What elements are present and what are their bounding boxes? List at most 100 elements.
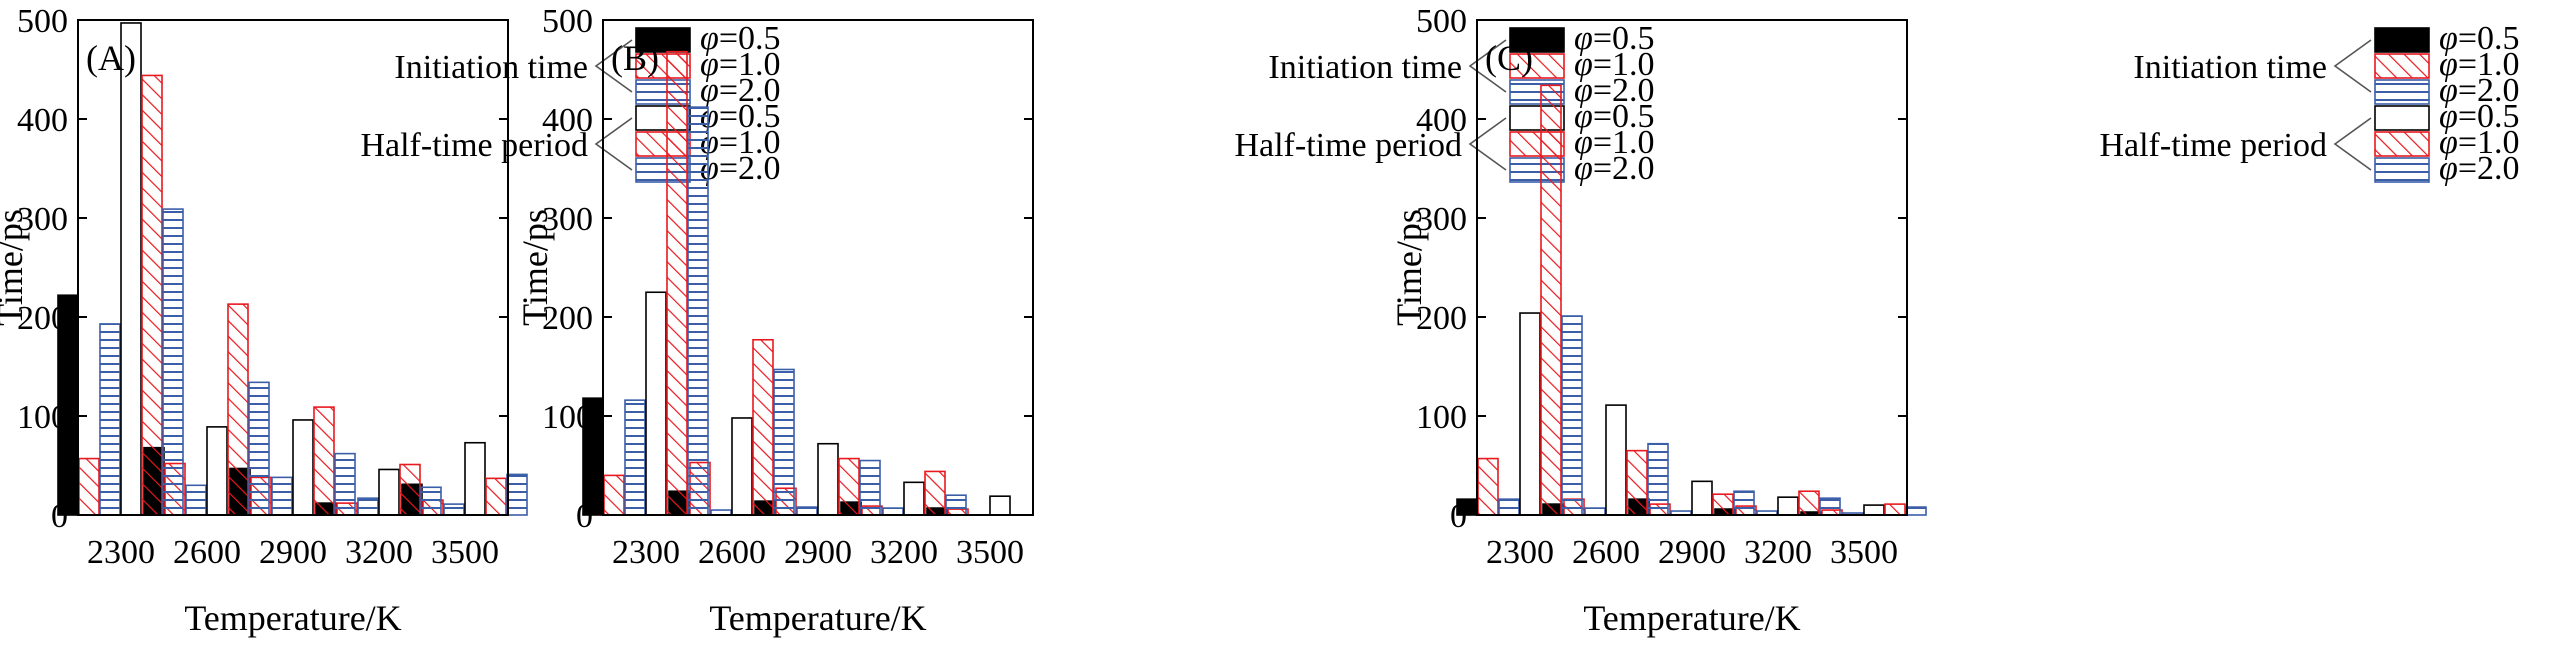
y-tick-label: 0: [576, 498, 593, 535]
y-tick-label: 100: [542, 399, 593, 436]
group-label-initiation: Initiation time: [394, 49, 588, 86]
legend-key-half_20: [2374, 157, 2430, 183]
bar-half_10-3500: [1884, 503, 1906, 516]
legend-label: φ=1.0: [700, 46, 781, 83]
group-label-initiation: Initiation time: [1268, 49, 1462, 86]
bar-init_20-3200: [357, 497, 379, 516]
legend-bracket: [2333, 39, 2372, 93]
legend-label: φ=1.0: [2439, 46, 2520, 83]
legend-key-half_05: [2374, 105, 2430, 131]
y-tick-label: 500: [17, 3, 68, 40]
bar-half_05-2900: [1691, 480, 1713, 516]
bar-half_10-3200: [924, 470, 946, 516]
legend-label: φ=1.0: [1574, 46, 1655, 83]
panel-c: 0 100 200 300 400 500 2300 2600 2900 3200 3500 Temp…: [1389, 3, 2520, 638]
bar-half_20-3200: [945, 494, 967, 516]
bar-half_05-3200: [1777, 496, 1799, 516]
y-tick-label: 100: [17, 399, 68, 436]
y-axis-label: Time/ps: [0, 209, 30, 326]
y-tick-label: 300: [17, 201, 68, 238]
x-tick-label: 3500: [1830, 534, 1898, 571]
legend-bracket: [2333, 117, 2372, 171]
bar-half_05-3500: [989, 495, 1011, 516]
x-axis-label: Temperature/K: [1583, 598, 1800, 638]
bar-half_20-3500: [506, 473, 528, 516]
bar-init_20-3500: [443, 503, 465, 516]
legend-key-init_05: [2374, 27, 2430, 53]
x-axis-label: Temperature/K: [709, 598, 926, 638]
bar-half_10-2900: [313, 406, 335, 516]
bar-half_20-2900: [859, 459, 881, 516]
legend-key-init_05: [635, 27, 691, 53]
x-tick-label: 3500: [431, 534, 499, 571]
bar-half_05-2300: [120, 22, 142, 516]
bar-half_10-2600: [1626, 449, 1648, 516]
legend-key-init_10: [1509, 53, 1565, 79]
panel-label: (A): [86, 38, 136, 78]
bar-half_10-2900: [1712, 493, 1734, 516]
x-tick-label: 2600: [1572, 534, 1640, 571]
legend-label: φ=2.0: [700, 150, 781, 187]
y-tick-label: 200: [17, 300, 68, 337]
y-tick-label: 400: [1416, 102, 1467, 139]
bar-half_20-3500: [1905, 506, 1927, 516]
legend-key-init_05: [1509, 27, 1565, 53]
bar-init_10-2300: [78, 457, 100, 516]
x-tick-label: 2600: [173, 534, 241, 571]
bar-init_20-2600: [185, 484, 207, 516]
y-tick-label: 200: [542, 300, 593, 337]
panel-a: 0 100 200 300 400 500 2300 2600 2900 3200 3500 Temp…: [0, 3, 781, 638]
legend-key-half_10: [2374, 131, 2430, 157]
bar-half_20-2300: [1561, 315, 1583, 516]
legend-label: φ=0.5: [700, 20, 781, 57]
bar-half_20-2600: [1647, 442, 1669, 516]
group-label-half-time: Half-time period: [360, 127, 588, 164]
y-tick-label: 300: [1416, 201, 1467, 238]
legend-label: φ=1.0: [700, 124, 781, 161]
group-label-half-time: Half-time period: [1234, 127, 1462, 164]
legend-label: φ=0.5: [2439, 20, 2520, 57]
bar-init_20-3200: [882, 507, 904, 516]
legend-bracket: [594, 117, 633, 171]
bar-init_20-2600: [1584, 507, 1606, 516]
bar-half_10-2300: [1540, 84, 1562, 516]
y-tick-label: 100: [1416, 399, 1467, 436]
x-axis-label: Temperature/K: [184, 598, 401, 638]
bar-half_05-2900: [817, 442, 839, 516]
bar-half_10-2300: [141, 74, 163, 516]
x-tick-label: 2600: [698, 534, 766, 571]
legend-label: φ=1.0: [1574, 124, 1655, 161]
y-tick-label: 400: [542, 102, 593, 139]
legend-label: φ=1.0: [2439, 124, 2520, 161]
bar-init_10-2300: [603, 474, 625, 516]
y-tick-label: 400: [17, 102, 68, 139]
axes-frame: [1476, 19, 1908, 516]
bar-half_10-2600: [752, 338, 774, 516]
legend-key-init_10: [2374, 53, 2430, 79]
bar-half_20-2900: [334, 452, 356, 516]
legend-label: φ=2.0: [2439, 150, 2520, 187]
legend-label: φ=2.0: [2439, 72, 2520, 109]
y-tick-label: 200: [1416, 300, 1467, 337]
y-axis-label: Time/ps: [515, 209, 555, 326]
panel-label: (B): [611, 38, 659, 78]
legend-label: φ=2.0: [1574, 150, 1655, 187]
bar-half_05-3200: [378, 468, 400, 516]
bar-half_05-2900: [292, 419, 314, 516]
bar-half_10-2300: [666, 50, 688, 516]
legend-label: φ=0.5: [1574, 20, 1655, 57]
bar-half_05-3500: [1863, 504, 1885, 516]
y-axis-label: Time/ps: [1389, 209, 1429, 326]
bar-half_20-3200: [420, 486, 442, 516]
bar-half_05-2300: [645, 291, 667, 516]
legend-bracket: [1468, 39, 1507, 93]
x-tick-label: 3200: [345, 534, 413, 571]
bar-init_20-2300: [99, 323, 121, 516]
bar-init_10-2300: [1477, 457, 1499, 516]
bar-half_10-3200: [1798, 490, 1820, 516]
y-tick-label: 300: [542, 201, 593, 238]
x-tick-label: 3500: [956, 534, 1024, 571]
bar-half_05-2600: [206, 426, 228, 516]
legend-key-init_20: [2374, 79, 2430, 105]
axes-frame: [77, 19, 509, 516]
